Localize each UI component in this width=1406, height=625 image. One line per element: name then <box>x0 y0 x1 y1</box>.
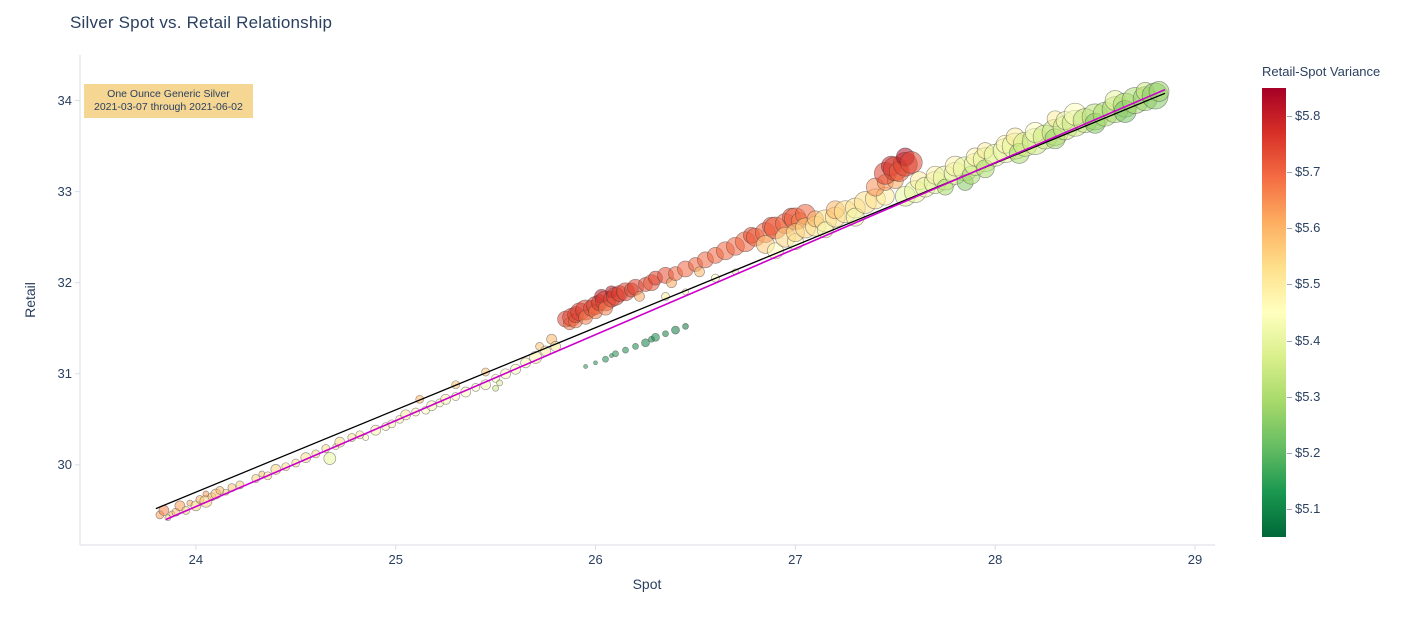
colorbar-tick-mark <box>1287 228 1292 229</box>
scatter-point[interactable] <box>632 343 639 350</box>
colorbar-tick-mark <box>1287 509 1292 510</box>
scatter-point[interactable] <box>215 486 225 495</box>
colorbar-tick-mark <box>1287 453 1292 454</box>
scatter-point[interactable] <box>583 364 588 369</box>
scatter-point[interactable] <box>492 384 499 392</box>
annotation-line2: 2021-03-07 through 2021-06-02 <box>94 101 243 113</box>
colorbar-tick-mark <box>1287 284 1292 285</box>
x-tick-label: 29 <box>1187 552 1203 567</box>
x-axis-title: Spot <box>632 576 662 592</box>
colorbar-tick-label: $5.1 <box>1295 501 1321 516</box>
colorbar-tick-label: $5.6 <box>1295 220 1321 235</box>
scatter-point[interactable] <box>662 330 669 338</box>
scatter-point[interactable] <box>682 323 689 330</box>
colorbar-tick-label: $5.4 <box>1295 333 1321 348</box>
colorbar-tick-label: $5.5 <box>1295 276 1321 291</box>
colorbar-tick-mark <box>1287 172 1292 173</box>
colorbar-tick-mark <box>1287 397 1292 398</box>
colorbar-title: Retail-Spot Variance <box>1262 64 1381 79</box>
y-tick-label: 34 <box>57 92 72 108</box>
x-tick-label: 25 <box>388 552 403 567</box>
chart-title: Silver Spot vs. Retail Relationship <box>70 13 333 32</box>
scatter-point[interactable] <box>694 266 705 278</box>
scatter-point[interactable] <box>323 452 337 465</box>
y-tick-label: 31 <box>57 365 72 381</box>
trend-line-magenta[interactable] <box>165 88 1166 521</box>
x-tick-label: 24 <box>188 552 204 567</box>
scatter-point[interactable] <box>651 332 660 342</box>
scatter-point[interactable] <box>899 151 923 174</box>
scatter-point[interactable] <box>612 350 619 358</box>
annotation-line1: One Ounce Generic Silver <box>107 88 230 100</box>
scatter-point[interactable] <box>362 434 370 441</box>
scatter-point[interactable] <box>641 338 650 348</box>
colorbar-tick-label: $5.2 <box>1295 445 1321 460</box>
x-tick-label: 26 <box>588 552 603 567</box>
scatter-point[interactable] <box>496 379 503 387</box>
y-tick-label: 32 <box>57 274 72 290</box>
annotation-box: One Ounce Generic Silver 2021-03-07 thro… <box>84 84 253 118</box>
y-tick-label: 33 <box>57 183 72 199</box>
colorbar-tick-label: $5.7 <box>1295 164 1321 179</box>
scatter-point[interactable] <box>671 325 680 335</box>
scatter-point[interactable] <box>634 291 645 302</box>
x-tick-label: 28 <box>987 552 1003 567</box>
scatter-point[interactable] <box>593 360 598 366</box>
colorbar-tick-label: $5.8 <box>1295 108 1321 123</box>
colorbar-tick-mark <box>1287 341 1292 342</box>
colorbar-tick-mark <box>1287 116 1292 117</box>
colorbar-gradient <box>1262 88 1286 537</box>
scatter-point[interactable] <box>622 346 629 354</box>
colorbar-tick-label: $5.3 <box>1295 389 1321 404</box>
y-tick-label: 30 <box>57 456 72 472</box>
scatter-point[interactable] <box>602 355 609 363</box>
x-tick-label: 27 <box>788 552 803 567</box>
